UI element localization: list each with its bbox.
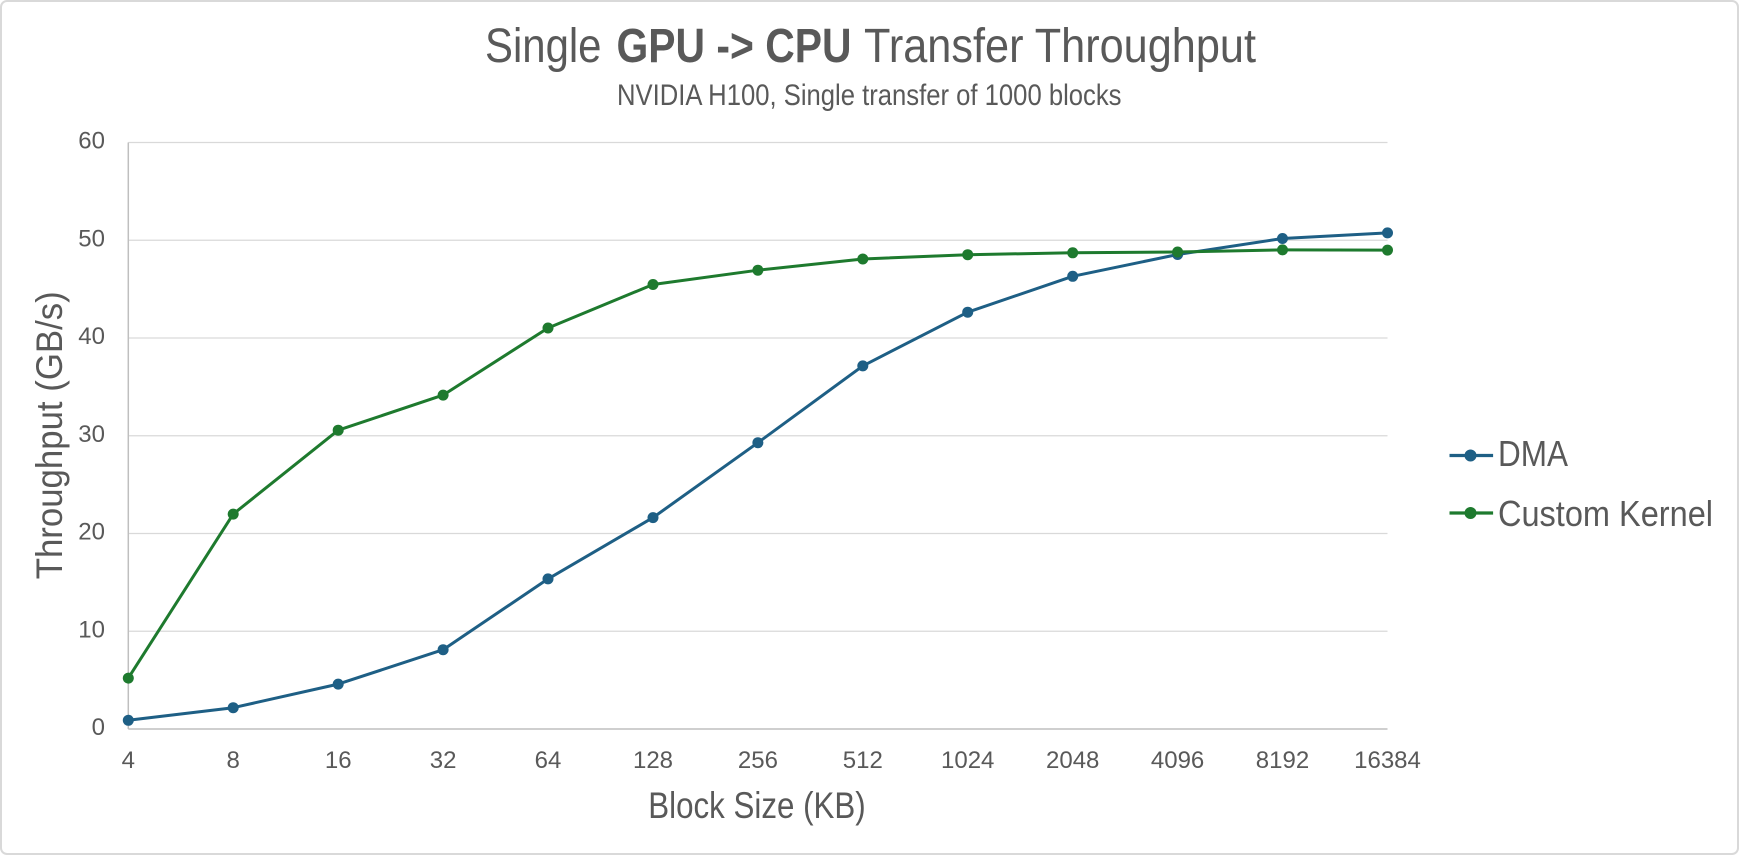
svg-text:Transfer Throughput: Transfer Throughput [864, 20, 1256, 73]
svg-text:64: 64 [535, 747, 562, 774]
svg-text:8192: 8192 [1256, 747, 1309, 774]
svg-text:NVIDIA H100, Single transfer o: NVIDIA H100, Single transfer of 1000 blo… [617, 79, 1122, 112]
svg-text:16384: 16384 [1354, 747, 1421, 774]
svg-text:30: 30 [78, 421, 105, 448]
svg-text:128: 128 [633, 747, 673, 774]
svg-text:512: 512 [843, 747, 883, 774]
svg-text:40: 40 [78, 323, 105, 350]
svg-text:0: 0 [92, 714, 105, 741]
svg-text:2048: 2048 [1046, 747, 1099, 774]
svg-text:60: 60 [78, 128, 105, 155]
svg-text:1024: 1024 [941, 747, 994, 774]
svg-text:GPU -> CPU: GPU -> CPU [617, 20, 852, 73]
svg-text:10: 10 [78, 616, 105, 643]
svg-text:4: 4 [122, 747, 135, 774]
svg-text:16: 16 [325, 747, 352, 774]
svg-text:Single: Single [485, 20, 602, 73]
svg-text:32: 32 [430, 747, 457, 774]
svg-text:Custom Kernel: Custom Kernel [1498, 493, 1713, 534]
svg-text:256: 256 [738, 747, 778, 774]
svg-text:50: 50 [78, 225, 105, 252]
svg-text:20: 20 [78, 519, 105, 546]
svg-text:4096: 4096 [1151, 747, 1204, 774]
svg-text:8: 8 [227, 747, 240, 774]
svg-text:Throughput (GB/s): Throughput (GB/s) [29, 291, 70, 579]
svg-text:Block Size (KB): Block Size (KB) [648, 785, 865, 826]
svg-text:DMA: DMA [1498, 433, 1568, 474]
